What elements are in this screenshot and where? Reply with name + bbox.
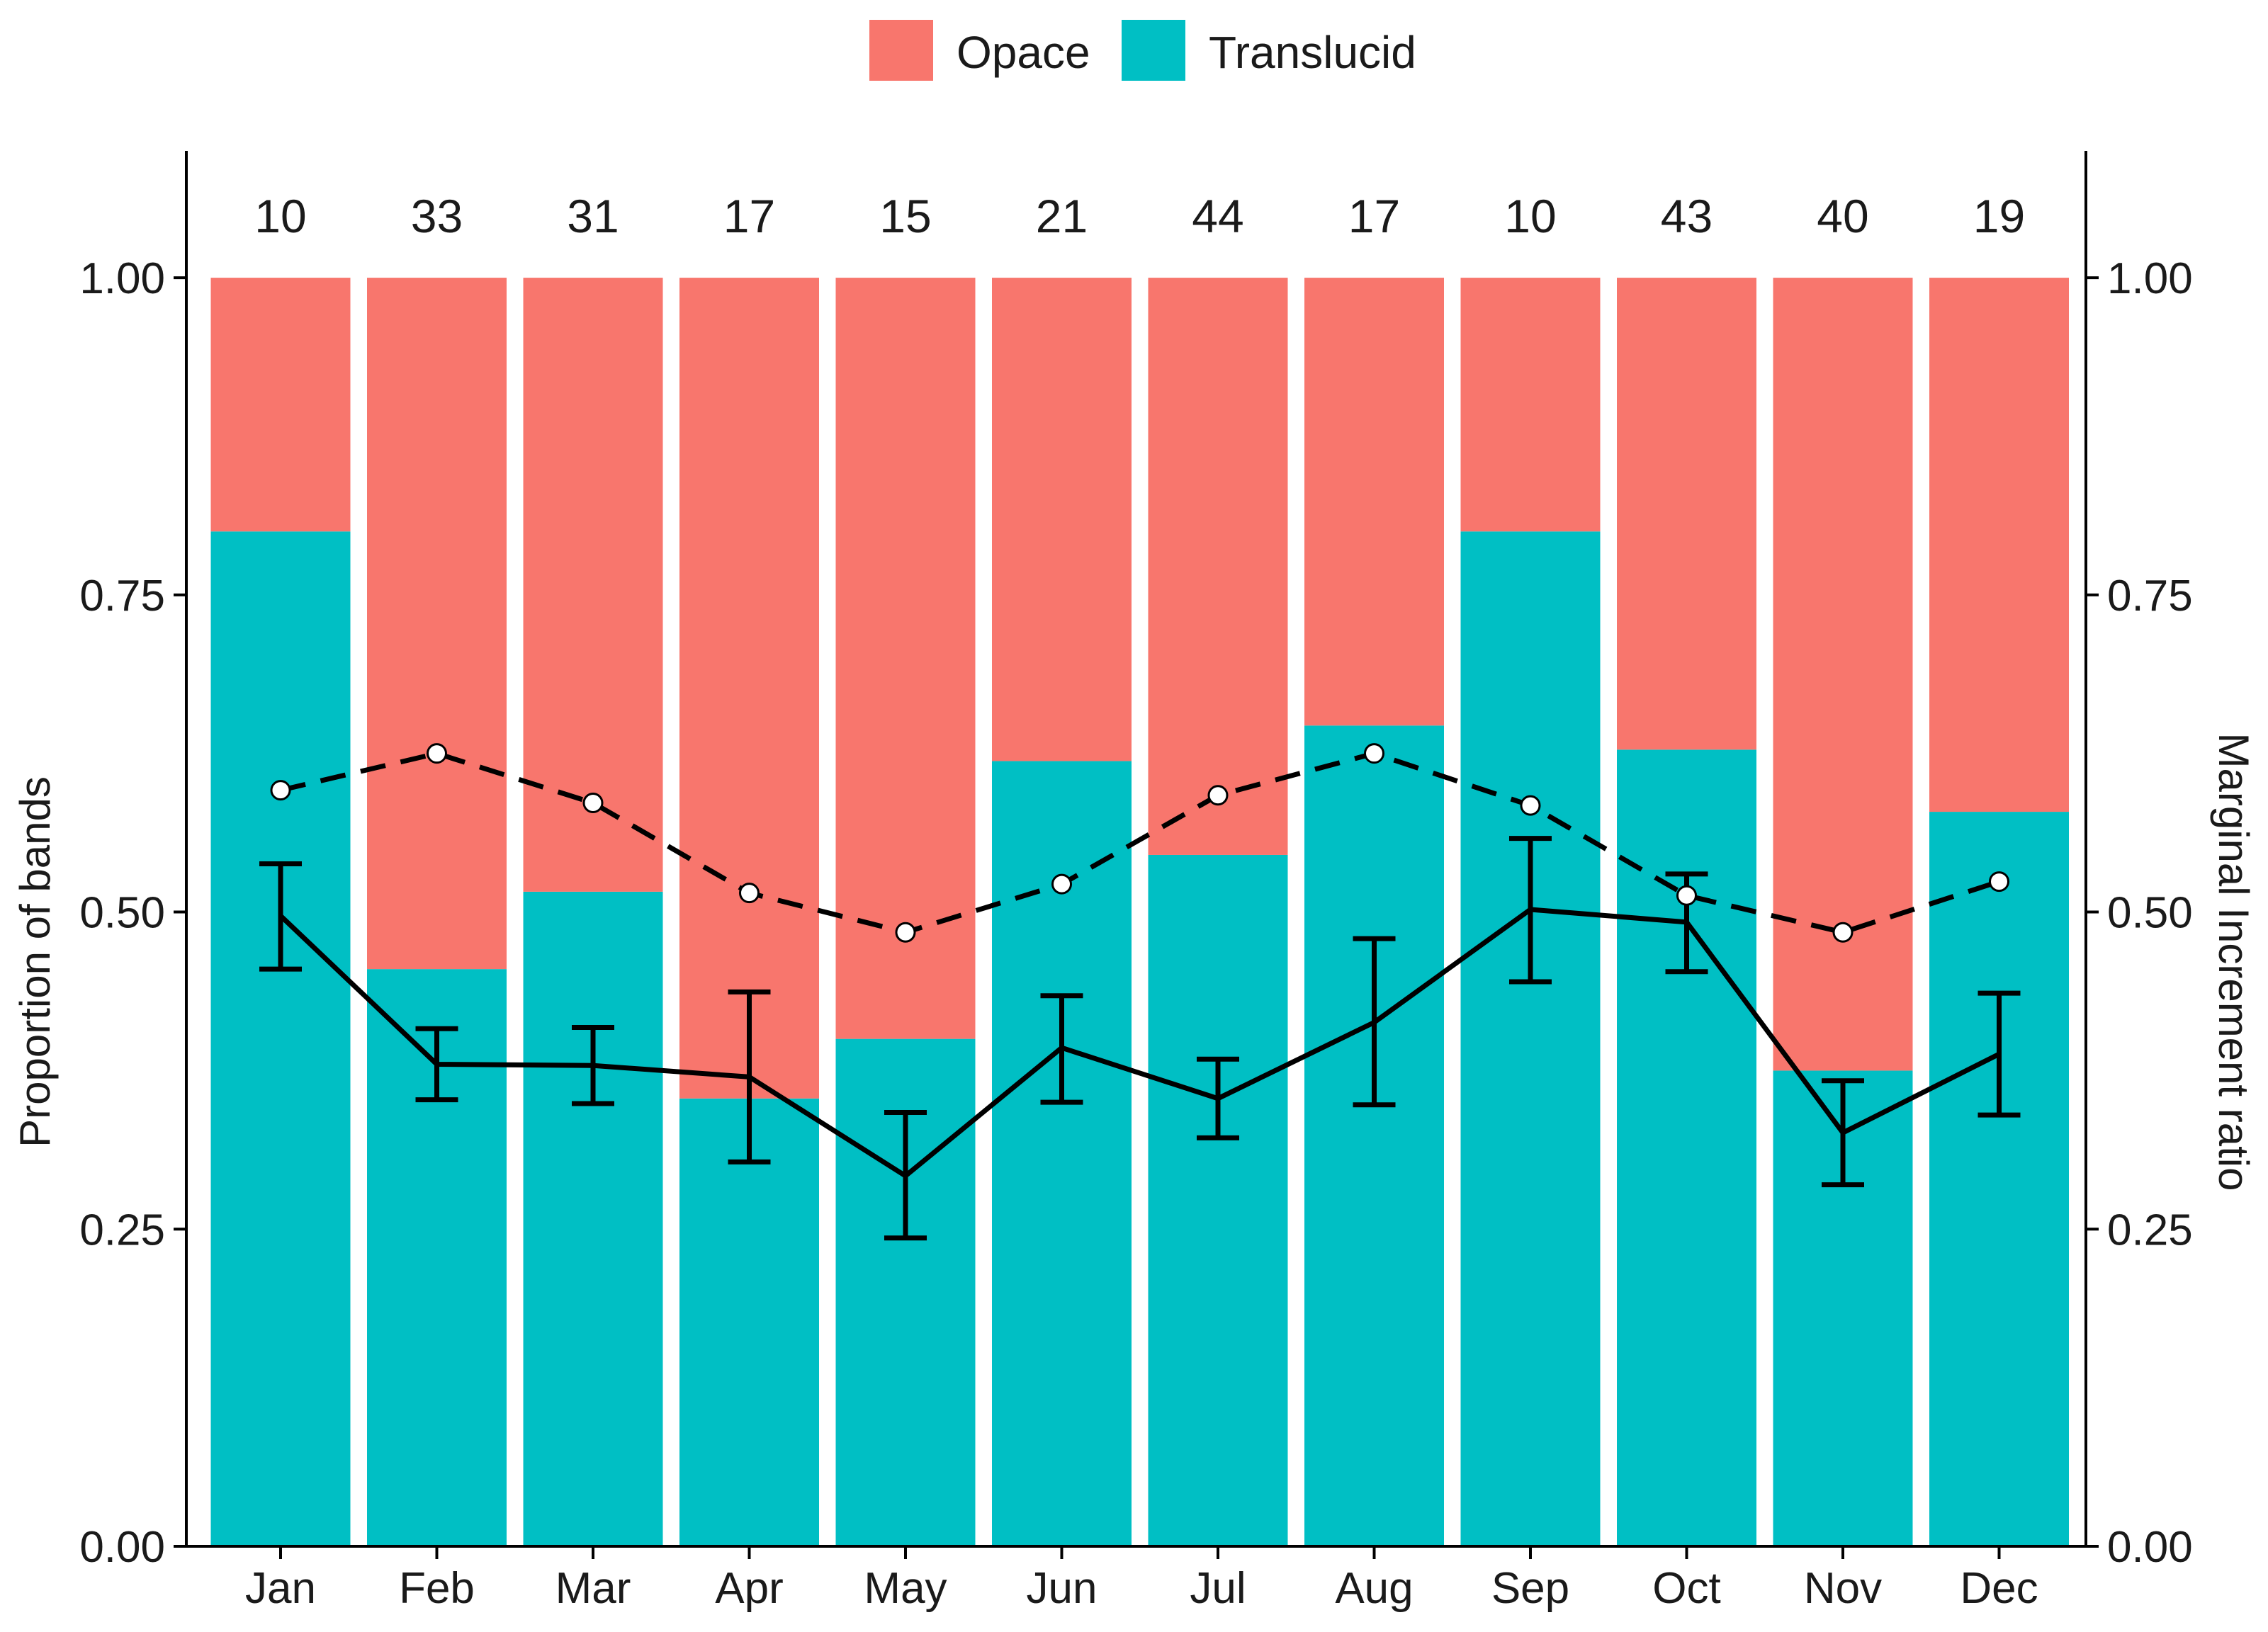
bar-opace-sep [1460, 278, 1601, 532]
bar-translucid-aug [1304, 725, 1444, 1546]
legend-key-opace [869, 20, 933, 81]
x-tick-label-may: May [864, 1564, 947, 1613]
y-tick-label-left: 0.00 [79, 1523, 165, 1572]
bar-opace-oct [1617, 278, 1756, 750]
sample-size-jun: 21 [1036, 190, 1088, 242]
reference-point-sep [1520, 795, 1541, 816]
sample-size-apr: 17 [723, 190, 775, 242]
y-tick-label-left: 0.75 [79, 572, 165, 620]
x-tick-label-sep: Sep [1491, 1564, 1569, 1613]
sample-size-jul: 44 [1192, 190, 1243, 242]
bar-opace-apr [679, 278, 819, 1099]
y-axis-title: Proportion of bands [11, 776, 59, 1148]
legend: Opace Translucid [869, 20, 1416, 81]
reference-point-jul [1207, 785, 1229, 806]
bar-layer [210, 278, 2069, 1546]
reference-point-oct [1676, 885, 1697, 906]
x-tick-label-oct: Oct [1652, 1564, 1720, 1613]
y-tick-label-left: 0.25 [79, 1206, 165, 1254]
sample-size-feb: 33 [411, 190, 463, 242]
x-tick-label-jul: Jul [1190, 1564, 1246, 1613]
bar-opace-jan [210, 278, 351, 532]
bar-translucid-sep [1460, 531, 1601, 1546]
error-bar-may [884, 1110, 927, 1241]
sample-size-mar: 31 [567, 190, 619, 242]
bar-opace-jun [992, 278, 1132, 761]
reference-point-feb [427, 743, 447, 764]
reference-point-mar [582, 793, 604, 814]
x-tick-label-feb: Feb [399, 1564, 475, 1613]
y-tick-label-left: 1.00 [79, 254, 165, 303]
reference-point-jun [1051, 873, 1072, 895]
marginal-increment-line [278, 907, 2001, 1179]
sample-size-dec: 19 [1973, 190, 2025, 242]
error-bar-dec [1978, 990, 2021, 1118]
sample-size-jan: 10 [254, 190, 306, 242]
bar-opace-mar [523, 278, 663, 892]
x-tick-label-apr: Apr [715, 1564, 783, 1613]
reference-point-apr [739, 883, 760, 904]
bar-opace-jul [1148, 278, 1288, 855]
sample-size-sep: 10 [1504, 190, 1556, 242]
y-tick-label-right: 1.00 [2107, 254, 2193, 303]
error-bar-jul [1197, 1056, 1239, 1140]
error-bar-aug [1353, 936, 1396, 1108]
x-tick-label-dec: Dec [1960, 1564, 2038, 1613]
legend-key-translucid [1122, 20, 1185, 81]
reference-point-nov [1832, 922, 1854, 943]
sample-size-oct: 43 [1661, 190, 1713, 242]
bar-opace-aug [1304, 278, 1444, 726]
bar-translucid-dec [1929, 812, 2069, 1546]
error-bar-feb [415, 1026, 458, 1103]
bar-translucid-jul [1148, 854, 1288, 1546]
bar-opace-dec [1929, 278, 2069, 812]
reference-point-jan [270, 780, 291, 801]
error-bar-sep [1509, 836, 1552, 985]
error-bar-jan [259, 861, 302, 972]
line-layer [259, 743, 2021, 1241]
bar-translucid-jan [210, 531, 351, 1546]
y-tick-label-right: 0.50 [2107, 889, 2193, 938]
x-tick-label-jun: Jun [1027, 1564, 1098, 1613]
y-tick-label-right: 0.00 [2107, 1523, 2193, 1572]
error-bar-mar [572, 1025, 614, 1106]
sample-size-may: 15 [879, 190, 931, 242]
y2-axis-title: Marginal Increment ratio [2210, 733, 2257, 1191]
bar-translucid-apr [679, 1098, 819, 1546]
x-tick-label-nov: Nov [1804, 1564, 1882, 1613]
bar-opace-may [835, 278, 976, 1039]
error-bar-apr [728, 989, 771, 1164]
reference-point-dec [1989, 871, 2009, 892]
axes: 0.00 0.25 0.50 0.75 1.00 0.00 0.25 0.50 0.75 1.00… [11, 151, 2257, 1613]
y-tick-label-left: 0.50 [79, 889, 165, 938]
reference-point-may [895, 922, 916, 943]
legend-label-opace: Opace [957, 27, 1090, 78]
bar-opace-feb [367, 278, 507, 970]
y-tick-label-right: 0.25 [2107, 1206, 2193, 1254]
x-tick-label-jan: Jan [245, 1564, 316, 1613]
sample-size-labels: 10 33 31 17 15 21 44 17 10 43 40 19 [254, 190, 2025, 242]
sample-size-nov: 40 [1817, 190, 1868, 242]
y-tick-label-right: 0.75 [2107, 572, 2193, 620]
bar-translucid-mar [523, 891, 663, 1546]
error-bar-jun [1040, 993, 1083, 1105]
sample-size-aug: 17 [1348, 190, 1400, 242]
x-tick-label-aug: Aug [1335, 1564, 1413, 1613]
legend-label-translucid: Translucid [1209, 27, 1416, 78]
x-tick-label-mar: Mar [555, 1564, 631, 1613]
reference-point-aug [1364, 743, 1384, 764]
error-bar-nov [1822, 1078, 1864, 1188]
bar-opace-nov [1773, 278, 1913, 1071]
dashed-reference-line [280, 751, 2000, 935]
